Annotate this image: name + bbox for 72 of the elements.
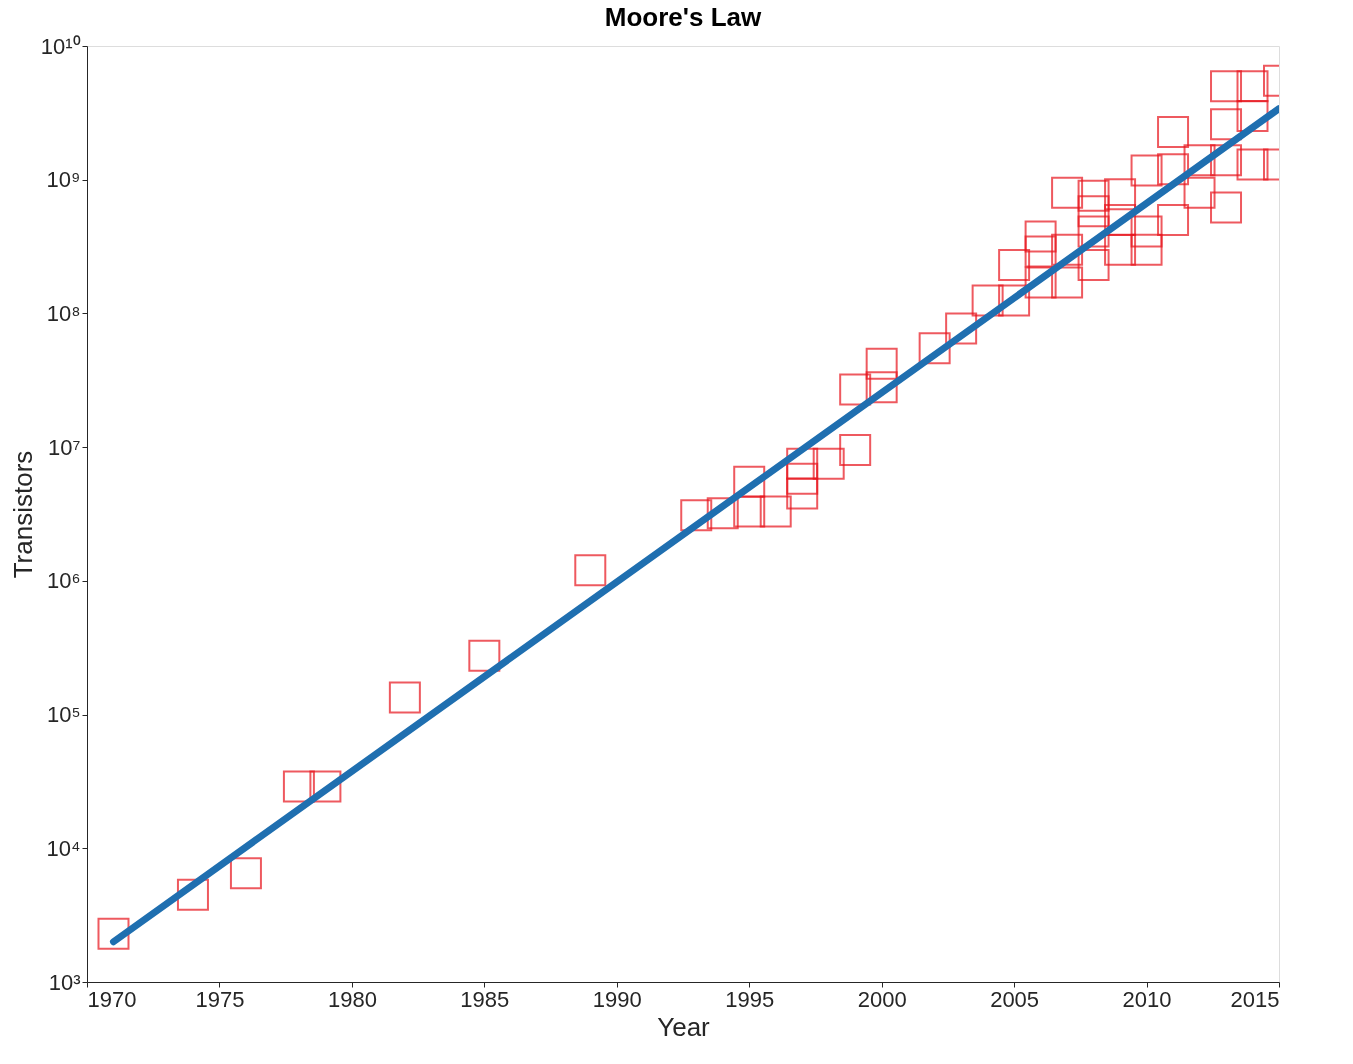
point xyxy=(1077,195,1110,228)
x-tick-label: 2005 xyxy=(990,986,1040,1012)
chart-title: Moore's Law xyxy=(604,2,762,32)
x-tick-label: 1975 xyxy=(195,986,245,1012)
point xyxy=(786,462,819,495)
point xyxy=(865,347,898,380)
y-tick-label: 10⁴ xyxy=(46,835,81,861)
y-tick-label: 10⁹ xyxy=(46,167,81,193)
point xyxy=(812,447,845,480)
y-tick-label: 10⁶ xyxy=(46,568,81,594)
point xyxy=(971,284,1004,317)
point xyxy=(1051,233,1084,266)
point xyxy=(1130,154,1163,187)
point xyxy=(1104,203,1137,236)
point xyxy=(1077,249,1110,282)
point xyxy=(176,878,209,911)
point xyxy=(1157,116,1190,149)
x-tick-label: 1970 xyxy=(87,986,137,1012)
x-axis-title: Year xyxy=(657,1011,711,1042)
point xyxy=(1236,99,1269,132)
point xyxy=(1157,153,1190,186)
point xyxy=(1236,148,1269,181)
x-tick-label: 1985 xyxy=(460,986,510,1012)
point xyxy=(945,312,978,345)
point xyxy=(918,332,951,365)
x-tick-label: 2010 xyxy=(1122,986,1172,1012)
point xyxy=(229,857,262,890)
point xyxy=(998,249,1031,282)
point xyxy=(97,917,130,950)
y-tick-label: 10⁸ xyxy=(46,300,81,326)
y-tick-label: 10¹⁰ xyxy=(40,33,81,59)
x-tick-label: 1990 xyxy=(592,986,642,1012)
point xyxy=(786,447,819,480)
point xyxy=(1077,179,1110,212)
point xyxy=(1051,176,1084,209)
point xyxy=(1024,235,1057,268)
y-tick-label: 10³ xyxy=(48,969,81,995)
point xyxy=(1104,178,1137,211)
point xyxy=(1183,144,1216,177)
point xyxy=(1183,176,1216,209)
point xyxy=(706,497,739,530)
point xyxy=(680,499,713,532)
point xyxy=(733,495,766,528)
point xyxy=(865,371,898,404)
point xyxy=(1024,266,1057,299)
y-tick-label: 10⁷ xyxy=(48,434,81,460)
point xyxy=(1236,70,1269,103)
point xyxy=(733,465,766,498)
point xyxy=(998,284,1031,317)
point xyxy=(282,770,315,803)
point xyxy=(468,639,501,672)
x-tick-label: 2015 xyxy=(1230,986,1280,1012)
point xyxy=(759,495,792,528)
point xyxy=(839,434,872,467)
point xyxy=(1051,266,1084,299)
point xyxy=(388,681,421,714)
point xyxy=(1024,220,1057,253)
point xyxy=(1157,203,1190,236)
x-tick-label: 2000 xyxy=(857,986,907,1012)
point xyxy=(1210,191,1243,224)
x-tick-label: 1995 xyxy=(725,986,775,1012)
point xyxy=(839,373,872,406)
point xyxy=(1130,233,1163,266)
point xyxy=(1210,144,1243,177)
point xyxy=(1130,215,1163,248)
point xyxy=(309,770,342,803)
x-tick-label: 1980 xyxy=(327,986,377,1012)
point xyxy=(1210,70,1243,103)
point xyxy=(574,554,607,587)
y-axis-title: Transistors xyxy=(7,450,38,579)
y-tick-label: 10⁵ xyxy=(46,702,81,728)
point xyxy=(1104,233,1137,266)
